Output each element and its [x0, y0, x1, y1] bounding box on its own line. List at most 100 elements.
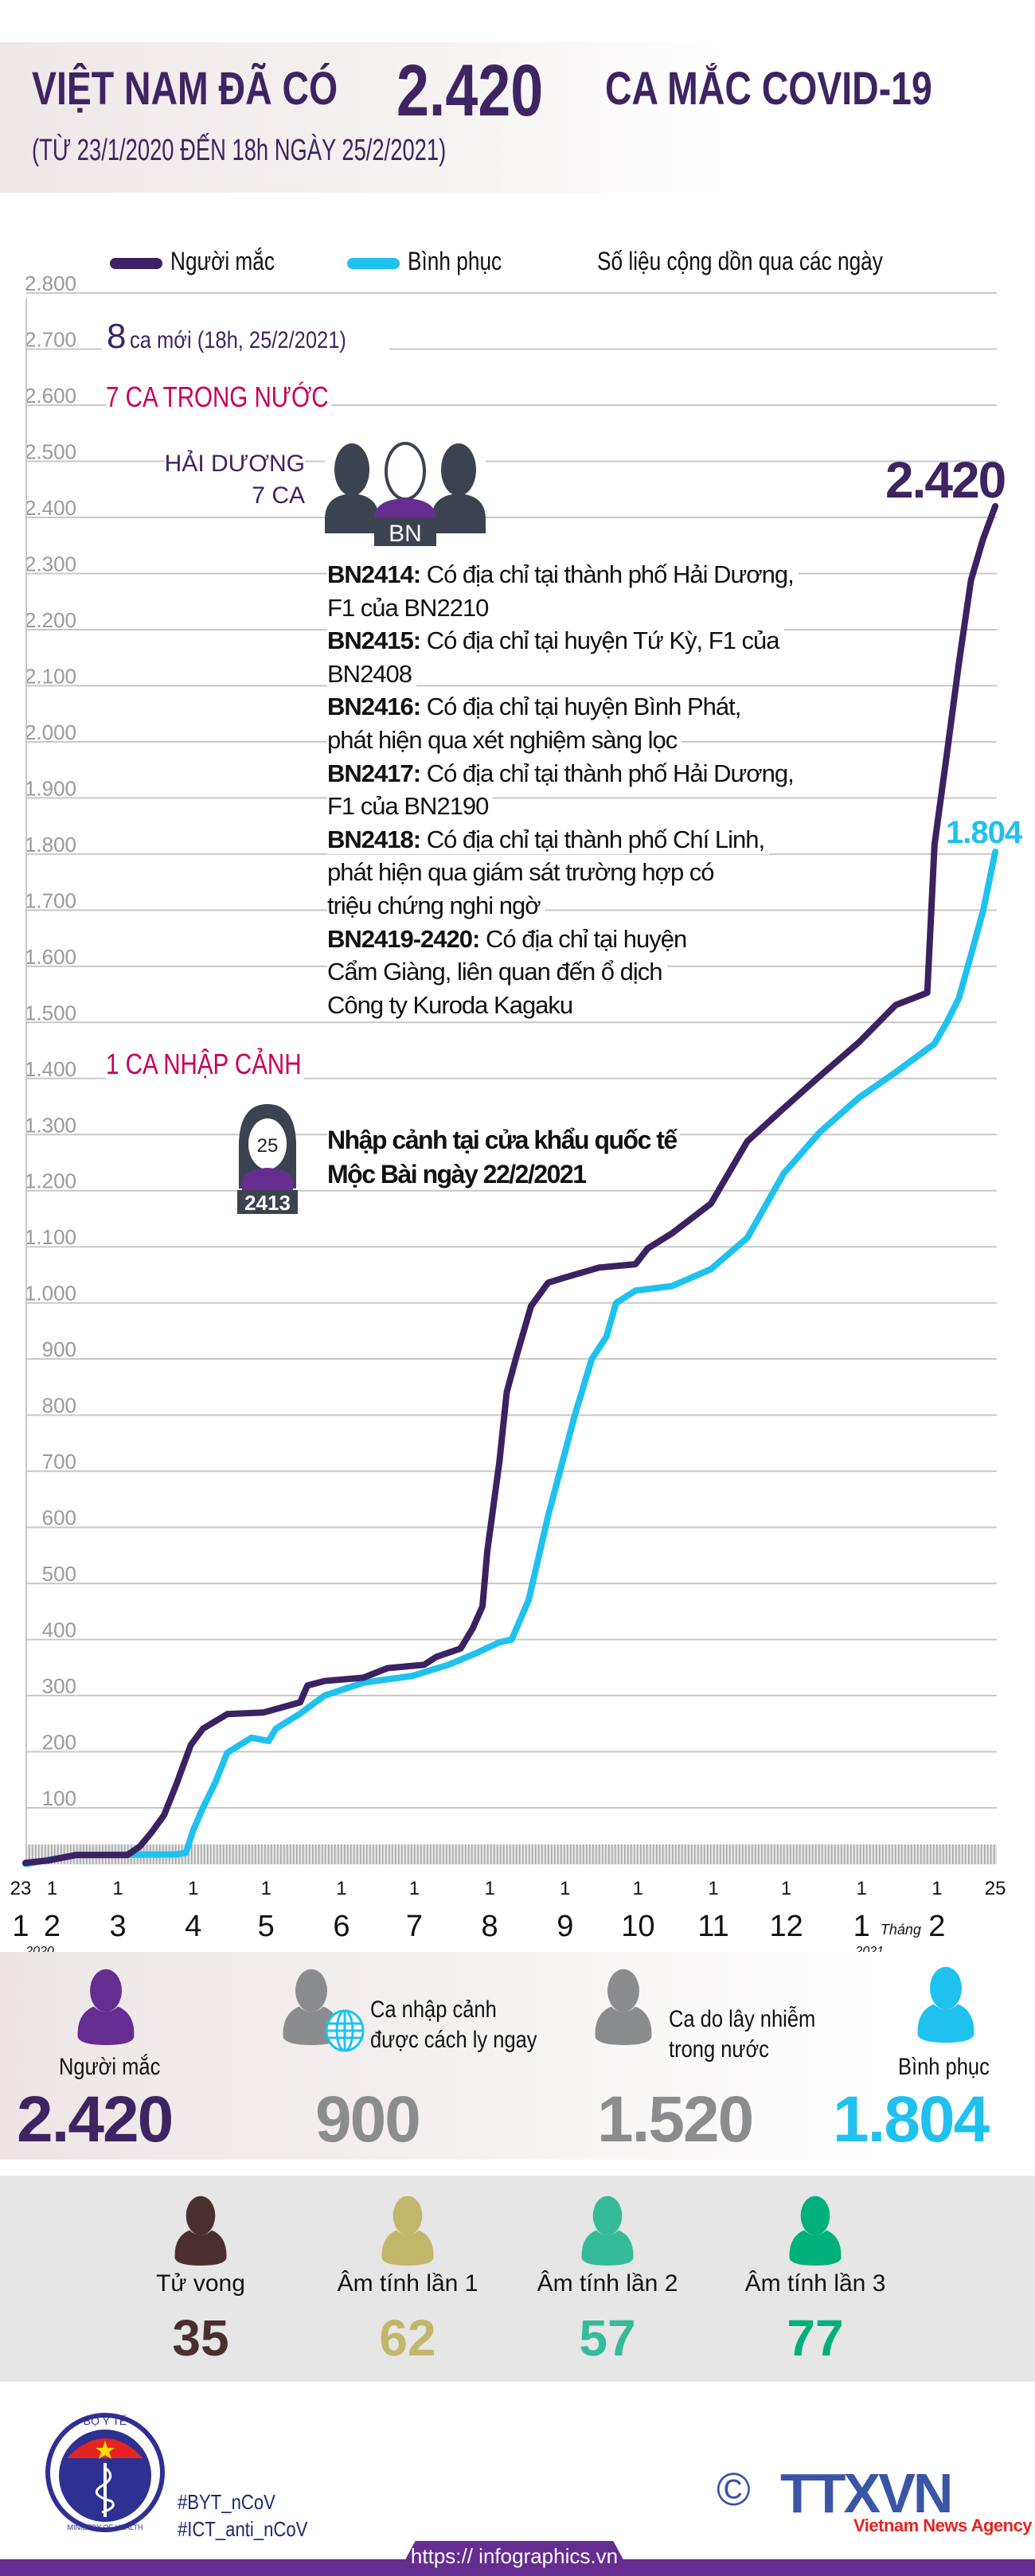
outcome-label: Âm tính lần 3 — [744, 2270, 886, 2297]
case-detail: Có địa chỉ tại thành phố Hải Dương, — [426, 560, 795, 588]
outcome-label: Tử vong — [156, 2270, 245, 2297]
case-line: BN2418: Có địa chỉ tại thành phố Chí Lin… — [327, 825, 770, 854]
case-line: BN2416: Có địa chỉ tại huyện Bình Phát, — [327, 693, 746, 722]
case-line: Cẩm Giàng, liên quan đến ổ dịch — [327, 958, 667, 987]
stat-label: Người mắc — [59, 2054, 161, 2080]
outcome-label: Âm tính lần 1 — [337, 2270, 478, 2297]
legend-recovered-swatch — [347, 258, 400, 269]
imported-text-line-1: Nhập cảnh tại cửa khẩu quốc tế — [327, 1126, 680, 1155]
new-cases-note: 8 ca mới (18h, 25/2/2021) — [102, 317, 389, 357]
stat-value: 1.520 — [597, 2083, 754, 2156]
province-name: HẢI DƯƠNG — [164, 451, 305, 478]
outcomes-panel — [0, 2176, 1035, 2382]
stat-value: 2.420 — [17, 2083, 174, 2156]
y-tick-label: 1.300 — [25, 1113, 76, 1137]
case-detail: Có địa chỉ tại huyện Tứ Kỳ, F1 của — [426, 626, 780, 655]
y-tick-label: 2.800 — [25, 271, 76, 295]
x-day-tick: 1 — [708, 1878, 718, 1899]
y-tick-label: 1.900 — [25, 776, 76, 800]
x-day-tick: 25 — [985, 1878, 1006, 1899]
case-id: BN2418: — [327, 825, 421, 853]
x-day-tick: 1 — [484, 1878, 494, 1899]
x-month-label: 7 — [406, 1910, 423, 1943]
person-icon — [789, 2195, 842, 2266]
stat-label: được cách ly ngay — [370, 2027, 537, 2053]
x-month-label: 1 — [853, 1910, 870, 1943]
x-day-tick: 1 — [781, 1878, 791, 1899]
case-line: phát hiện qua xét nghiệm sàng lọc — [327, 726, 682, 755]
outcome-person-icon — [169, 2195, 232, 2270]
case-detail: Công ty Kuroda Kagaku — [327, 990, 573, 1019]
hashtag-byt: #BYT_nCoV — [178, 2490, 275, 2514]
case-line: BN2414: Có địa chỉ tại thành phố Hải Dươ… — [327, 560, 799, 589]
agency-name: Vietnam News Agency — [853, 2516, 1033, 2535]
stat-person-icon — [277, 1969, 346, 2049]
imported-id: 2413 — [244, 1191, 291, 1214]
x-day-tick: 1 — [261, 1878, 271, 1899]
case-detail: Có địa chỉ tại huyện Bình Phát, — [426, 693, 742, 721]
case-detail: Có địa chỉ tại huyện — [485, 924, 687, 953]
person-icon — [581, 2195, 634, 2266]
website-link[interactable]: https:// infographics.vn — [410, 2544, 619, 2568]
person-icon — [174, 2195, 227, 2266]
y-tick-label: 1.000 — [25, 1282, 76, 1306]
x-month-label: 12 — [769, 1910, 803, 1943]
x-month-label: 4 — [185, 1910, 201, 1943]
ministry-of-health-logo: BỘ Y TẾ MINISTRY OF HEALTH — [45, 2413, 165, 2532]
y-tick-label: 2.300 — [25, 552, 76, 576]
case-detail: phát hiện qua xét nghiệm sàng lọc — [327, 726, 678, 754]
y-tick-label: 1.600 — [25, 945, 76, 969]
stat-person-icon — [72, 1969, 140, 2049]
case-line: phát hiện qua giám sát trường hợp có — [327, 858, 719, 888]
y-tick-label: 2.400 — [25, 496, 76, 520]
hashtag-ict: #ICT_anti_nCoV — [178, 2517, 308, 2541]
x-day-tick: 1 — [560, 1878, 570, 1899]
x-month-label: 10 — [621, 1910, 654, 1943]
y-tick-label: 800 — [42, 1394, 76, 1418]
imported-text-line-2: Mộc Bài ngày 22/2/2021 — [327, 1160, 589, 1189]
patient-group-icon: BN — [325, 439, 486, 546]
case-detail: BN2408 — [327, 659, 412, 688]
person-icon — [595, 1969, 652, 2045]
y-tick-label: 400 — [42, 1618, 76, 1642]
end-cases-label: 2.420 — [885, 451, 1006, 509]
outcome-person-icon — [783, 2195, 847, 2270]
x-month-label: 2 — [928, 1910, 945, 1943]
case-line: BN2419-2420: Có địa chỉ tại huyện — [327, 924, 692, 954]
case-id: BN2416: — [327, 693, 421, 721]
outcome-value: 35 — [172, 2309, 229, 2367]
legend-cases-label: Người mắc — [170, 247, 275, 275]
x-day-tick: 23 — [10, 1878, 32, 1899]
case-detail: Có địa chỉ tại thành phố Hải Dương, — [426, 759, 795, 787]
case-line: BN2415: Có địa chỉ tại huyện Tứ Kỳ, F1 c… — [327, 626, 784, 656]
person-icon — [77, 1969, 135, 2045]
person-icon — [283, 1969, 340, 2045]
y-tick-label: 2.600 — [25, 384, 76, 408]
y-tick-label: 1.500 — [25, 1001, 76, 1025]
y-tick-label: 2.500 — [25, 440, 76, 464]
globe-icon — [325, 2009, 365, 2056]
summary-panel — [0, 1952, 1035, 2160]
group-icon-label: BN — [389, 521, 422, 546]
y-tick-label: 1.400 — [25, 1057, 76, 1081]
outcome-value: 77 — [787, 2309, 844, 2367]
moh-logo-top-text: BỘ Y TẾ — [84, 2414, 127, 2427]
y-tick-label: 600 — [42, 1506, 76, 1530]
case-detail: phát hiện qua giám sát trường hợp có — [327, 858, 715, 887]
header-background — [0, 42, 1035, 193]
x-month-label: 5 — [258, 1910, 275, 1943]
title-suffix: CA MẮC COVID-19 — [605, 63, 932, 115]
outcome-label: Âm tính lần 2 — [537, 2270, 678, 2297]
x-day-tick: 1 — [931, 1878, 942, 1899]
case-detail: Có địa chỉ tại thành phố Chí Linh, — [426, 825, 765, 853]
case-line: F1 của BN2210 — [327, 593, 494, 623]
stat-label: Ca nhập cảnh — [370, 1996, 497, 2023]
y-tick-label: 900 — [42, 1337, 76, 1361]
footer-bar — [0, 2559, 1035, 2576]
legend-note: Số liệu cộng dồn qua các ngày — [597, 247, 883, 275]
y-tick-label: 700 — [42, 1450, 76, 1473]
y-tick-label: 2.100 — [25, 664, 76, 688]
person-icon — [917, 1966, 974, 2043]
x-month-label: 3 — [109, 1910, 126, 1943]
stat-label: Ca do lây nhiễm — [669, 2006, 816, 2032]
